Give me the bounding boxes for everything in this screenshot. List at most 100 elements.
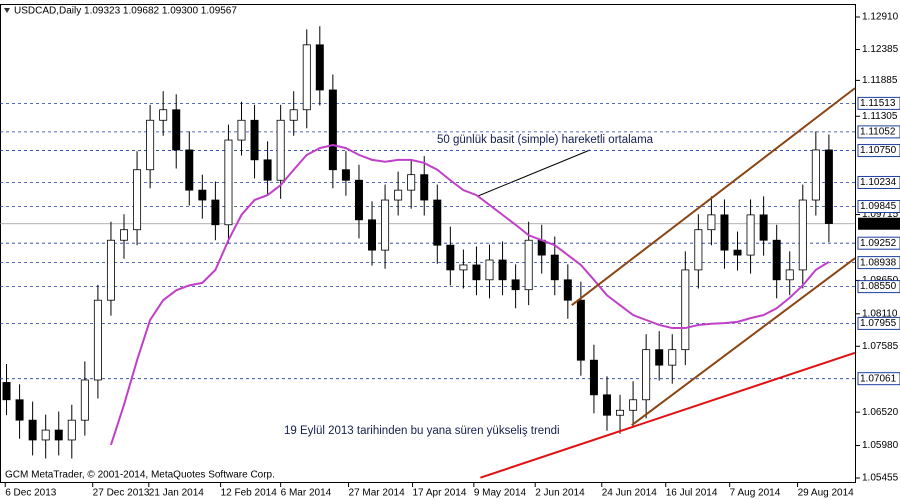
candle-body	[315, 44, 324, 91]
candle-body	[394, 189, 403, 201]
candle-body	[120, 229, 128, 241]
level-label-box	[857, 280, 900, 294]
candle-body	[733, 249, 742, 256]
candle-body	[472, 264, 481, 281]
header-icon	[4, 8, 10, 13]
x-tick-label: 29 Aug 2014	[798, 488, 855, 499]
y-tick-label: 1.05980	[862, 440, 899, 451]
x-tick-label: 9 May 2014	[474, 488, 527, 499]
candle-body	[537, 239, 546, 256]
x-tick-label: 27 Mar 2014	[349, 488, 406, 499]
x-tick-label: 24 Jun 2014	[602, 488, 657, 499]
candle-body	[185, 149, 194, 191]
trend-line	[480, 351, 856, 479]
footer: GCM MetaTrader, © 2001-2014, MetaQuotes …	[5, 470, 275, 481]
candle-body	[602, 394, 611, 416]
level-label: 1.09252	[860, 238, 897, 249]
candle-body	[720, 214, 729, 251]
candle-body	[263, 159, 272, 181]
candle-body	[341, 169, 350, 181]
candle-body	[824, 149, 833, 224]
y-tick-label: 1.12910	[862, 12, 899, 23]
candle-body	[80, 379, 89, 421]
candle-body	[354, 179, 363, 221]
candle-body	[211, 199, 220, 226]
chart-header: USDCAD,Daily 1.09323 1.09682 1.09300 1.0…	[14, 6, 237, 17]
y-tick-label: 1.11305	[862, 111, 898, 122]
x-tick-label: 16 Jul 2014	[666, 488, 718, 499]
x-tick-label: 12 Feb 2014	[221, 488, 278, 499]
x-tick-label: 7 Aug 2014	[730, 488, 781, 499]
candle-body	[67, 419, 76, 441]
candle-body	[237, 119, 246, 141]
candle-body	[616, 409, 625, 416]
candle-body	[707, 214, 716, 231]
x-tick-label: 2 Jun 2014	[535, 488, 585, 499]
candle-body	[785, 269, 794, 281]
trend-line	[571, 87, 856, 306]
y-tick-label: 1.07585	[862, 341, 899, 352]
level-label: 1.10234	[860, 177, 897, 188]
candle-body	[41, 429, 50, 441]
y-tick-label: 1.08110	[862, 308, 898, 319]
candle-body	[54, 429, 63, 441]
level-label-box	[857, 200, 900, 214]
candle-body	[746, 214, 755, 256]
y-tick-label: 1.12385	[862, 44, 899, 55]
y-tick-label: 1.05455	[862, 473, 899, 484]
candle-body	[15, 399, 24, 421]
level-label-box	[857, 256, 900, 270]
candle-body	[759, 214, 768, 241]
candle-body	[524, 239, 533, 291]
level-label: 1.07061	[860, 373, 897, 384]
x-tick-label: 6 Mar 2014	[281, 488, 332, 499]
candle-body	[146, 119, 155, 171]
level-label-box	[857, 96, 900, 110]
candle-body	[224, 139, 233, 226]
y-tick-label: 1.11885	[862, 75, 898, 86]
trend-line	[631, 257, 856, 426]
current-price-box	[858, 217, 900, 230]
candle-body	[433, 199, 442, 246]
candle-body	[93, 299, 102, 381]
candle-body	[420, 174, 429, 201]
candle-body	[811, 149, 820, 201]
candle-body	[407, 174, 416, 191]
candle-body	[459, 264, 468, 271]
level-label-box	[857, 316, 900, 330]
candle-body	[28, 419, 37, 441]
candle-body	[289, 109, 298, 121]
candle-body	[589, 359, 598, 396]
level-label: 1.11052	[860, 127, 896, 138]
level-label: 1.11513	[860, 98, 896, 109]
y-tick-label: 1.09715	[862, 209, 899, 220]
candle-body	[772, 239, 781, 281]
level-label-box	[857, 125, 900, 139]
candle-body	[276, 119, 285, 181]
y-tick-label: 1.06520	[862, 407, 899, 418]
annotation: 50 günlük basit (simple) hareketli ortal…	[437, 134, 654, 146]
candle-body	[550, 254, 559, 281]
candle-body	[159, 109, 168, 121]
candle-body	[655, 349, 664, 366]
candle-body	[250, 119, 259, 161]
candle-body	[694, 229, 703, 271]
annotation-pointer	[477, 149, 591, 197]
candle-body	[106, 239, 115, 301]
candle-body	[576, 299, 585, 361]
x-tick-label: 21 Jan 2014	[149, 488, 204, 499]
candle-body	[302, 44, 311, 111]
level-label-box	[857, 236, 900, 250]
level-label: 1.09845	[860, 201, 897, 212]
candle-body	[798, 199, 807, 271]
candle-body	[485, 259, 494, 281]
candle-body	[446, 244, 455, 271]
moving-average	[110, 143, 830, 446]
candle-body	[498, 259, 507, 281]
candle-body	[198, 189, 207, 201]
level-label-box	[857, 144, 900, 158]
candle-body	[328, 89, 337, 171]
current-price-label: 1.09567	[860, 218, 897, 229]
